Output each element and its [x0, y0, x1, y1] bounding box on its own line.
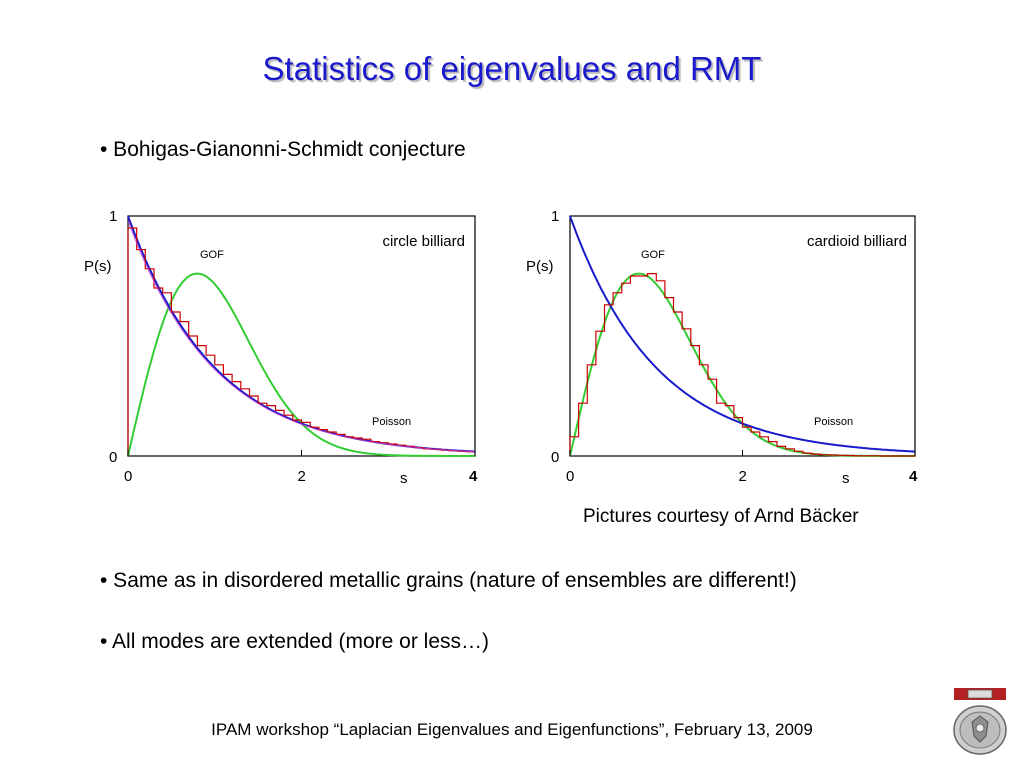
y-tick-label: 0 [109, 449, 117, 466]
x-axis-label: s [400, 470, 408, 487]
plot-annotation: circle billiard [382, 233, 465, 250]
gof-series-label: GOF [641, 249, 665, 261]
image-credit-caption: Pictures courtesy of Arnd Bäcker [583, 506, 859, 527]
chart-circle-billiard: 0 2 4 0 1 P(s) s circle billiard GOF Poisson [84, 208, 478, 487]
chart-cardioid-billiard: 0 2 4 0 1 P(s) s cardioid billiard GOF Poisson [526, 208, 918, 487]
poisson-series-label: Poisson [372, 416, 411, 428]
footer-text: IPAM workshop “Laplacian Eigenvalues and… [211, 720, 813, 739]
university-seal-icon [953, 688, 1007, 755]
x-tick-label: 2 [298, 468, 306, 485]
bullet-metallic-grains: • Same as in disordered metallic grains … [100, 569, 797, 592]
y-axis-label: P(s) [526, 258, 554, 275]
poisson-series-label: Poisson [814, 416, 853, 428]
y-tick-label: 0 [551, 449, 559, 466]
y-tick-label: 1 [551, 208, 559, 225]
x-tick-label: 4 [909, 468, 918, 485]
x-tick-label: 0 [124, 468, 132, 485]
bullet-bgs-conjecture: • Bohigas-Gianonni-Schmidt conjecture [100, 138, 466, 161]
x-tick-label: 4 [469, 468, 478, 485]
x-axis-label: s [842, 470, 850, 487]
x-tick-label: 2 [739, 468, 747, 485]
x-tick-label: 0 [566, 468, 574, 485]
y-tick-label: 1 [109, 208, 117, 225]
gof-curve [569, 272, 915, 457]
poisson-curve [569, 215, 916, 453]
histogram-fit-curve [127, 220, 476, 453]
poisson-curve [127, 215, 476, 453]
plot-annotation: cardioid billiard [807, 233, 907, 250]
histogram-series [569, 273, 915, 457]
gof-series-label: GOF [200, 249, 224, 261]
slide-title: Statistics of eigenvalues and RMT [262, 50, 762, 87]
histogram-series [127, 227, 475, 456]
bullet-extended-modes: • All modes are extended (more or less…) [100, 630, 490, 653]
gof-curve [127, 272, 475, 457]
y-axis-label: P(s) [84, 258, 112, 275]
